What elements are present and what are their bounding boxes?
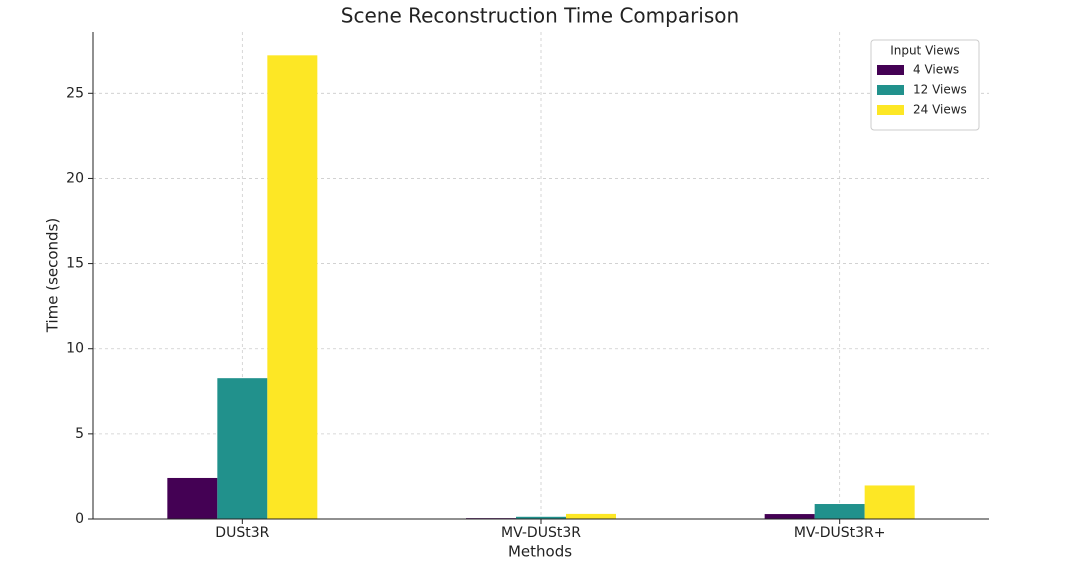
legend-swatch [877,105,904,115]
chart-title: Scene Reconstruction Time Comparison [341,4,739,28]
bar [516,516,566,519]
bar [814,504,865,519]
legend-swatch [877,85,904,95]
bar [864,485,915,519]
x-tick-label: MV-DUSt3R+ [794,525,886,541]
y-axis-label: Time (seconds) [44,218,62,334]
legend-label: 12 Views [913,83,967,97]
legend: Input Views 4 Views 12 Views 24 Views [870,39,980,131]
legend-title: Input Views [890,44,960,58]
legend-label: 24 Views [913,103,967,117]
bar [267,55,318,520]
bar [764,514,815,519]
y-tick-label: 10 [66,341,84,357]
y-tick-label: 25 [66,85,84,101]
bar [566,513,616,519]
x-tick-label: MV-DUSt3R [501,525,581,541]
y-tick-label: 15 [66,256,84,272]
y-tick-label: 20 [66,170,84,186]
legend-swatch [877,65,904,75]
y-tick-label: 5 [75,426,84,442]
y-tick-label: 0 [75,511,84,527]
x-axis-label: Methods [508,543,572,561]
legend-label: 4 Views [913,63,959,77]
bar [167,477,218,519]
bar [217,378,268,519]
x-tick-label: DUSt3R [215,525,269,541]
